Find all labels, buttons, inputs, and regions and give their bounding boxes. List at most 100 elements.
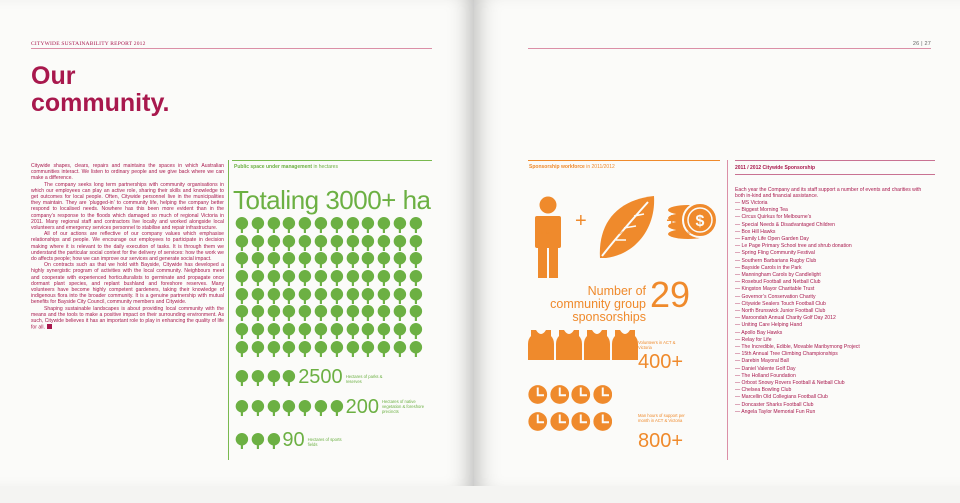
list-item: Relay for Life xyxy=(735,337,860,344)
list-item: Kingston Mayor Charitable Trust xyxy=(735,286,860,293)
heading-text: Public space under management xyxy=(234,164,313,170)
tree-icon xyxy=(393,340,407,357)
tree-icons xyxy=(234,370,297,386)
public-space-panel: Public space under management in hectare… xyxy=(232,160,432,460)
end-mark-icon xyxy=(46,324,52,330)
sponsorship-workforce-heading: Sponsorship workforce in 2011/2012 xyxy=(529,164,615,170)
man-hours-value: 800+ xyxy=(638,430,684,452)
heading-unit: in hectares xyxy=(313,164,338,170)
tree-icon xyxy=(267,433,280,449)
tree-icon xyxy=(362,270,375,287)
tree-icon xyxy=(251,370,264,386)
list-item: Circus Quirkus for Melbourne’s xyxy=(735,214,860,221)
tree-icon xyxy=(235,217,249,233)
tree-row xyxy=(234,217,434,235)
report-header: CITYWIDE SUSTAINABILITY REPORT 2012 xyxy=(31,41,146,47)
tree-icon xyxy=(362,305,375,322)
panel-rule xyxy=(232,160,432,161)
list-item: The Holland Foundation xyxy=(735,373,860,380)
tree-icon xyxy=(283,400,296,416)
community-groups-label: Number of community group sponsorships xyxy=(550,284,646,324)
tree-icon xyxy=(409,323,422,340)
list-item: Le Page Primary School tree and shrub do… xyxy=(735,243,860,250)
clock-row xyxy=(528,382,612,407)
tree-icon xyxy=(346,323,359,340)
tree-icon xyxy=(330,217,343,233)
panel-rule xyxy=(735,160,935,161)
crimson-divider xyxy=(727,160,728,460)
tree-icon xyxy=(393,217,407,233)
tree-icon xyxy=(314,217,328,233)
tree-icon xyxy=(393,323,407,340)
tree-icon xyxy=(235,270,249,287)
tree-icon xyxy=(267,323,280,340)
singlet-icon xyxy=(528,330,554,360)
tree-row xyxy=(234,305,434,323)
tree-icon xyxy=(409,305,422,322)
tree-icon xyxy=(251,217,264,233)
tree-icon xyxy=(377,234,391,251)
tree-icon xyxy=(235,234,249,251)
tree-icon xyxy=(346,252,359,269)
tree-icon xyxy=(298,323,312,340)
clock-icon xyxy=(571,412,591,431)
clock-pictograms xyxy=(528,382,612,436)
tree-icon xyxy=(346,217,359,233)
tree-icon xyxy=(283,305,296,322)
tree-icon xyxy=(330,234,343,251)
tree-icon xyxy=(251,305,264,322)
tree-icon xyxy=(298,305,312,322)
tree-icon xyxy=(298,287,312,304)
tree-icon xyxy=(298,217,312,233)
tree-icon xyxy=(314,340,328,357)
list-item: Bayside Carols in the Park xyxy=(735,265,860,272)
tree-icon xyxy=(283,270,296,287)
list-item: MS Victoria xyxy=(735,200,860,207)
list-item: Special Needs & Disadvantaged Children xyxy=(735,222,860,229)
clock-icon xyxy=(549,385,569,404)
list-item: 15th Annual Tree Climbing Championships xyxy=(735,351,860,358)
tree-icon xyxy=(409,217,422,233)
tree-icon xyxy=(298,340,312,357)
tree-icons xyxy=(234,433,281,449)
tree-icon xyxy=(235,252,249,269)
green-divider xyxy=(228,160,229,460)
tree-icon xyxy=(346,340,359,357)
clock-icon xyxy=(528,412,548,431)
list-item: Angela Taylor Memorial Fun Run xyxy=(735,409,860,416)
tree-icon xyxy=(298,252,312,269)
volunteer-shirts xyxy=(528,330,638,360)
singlet-icon xyxy=(584,330,610,360)
tree-icon xyxy=(330,305,343,322)
list-item: Marcellin Old Collegians Football Club xyxy=(735,394,860,401)
tree-icon xyxy=(362,252,375,269)
list-item: Southern Barbarians Rugby Club xyxy=(735,258,860,265)
tree-icon xyxy=(267,270,280,287)
tree-icon xyxy=(298,400,312,416)
volunteers-label: Volunteers in ACT & Victoria xyxy=(638,340,676,350)
paragraph: Citywide shapes, clears, repairs and mai… xyxy=(31,163,224,182)
list-item: Family Life Open Garden Day xyxy=(735,236,860,243)
stat-value: 90 xyxy=(282,429,305,451)
paragraph: All of our actions are reflective of our… xyxy=(31,231,224,263)
tree-icon xyxy=(267,305,280,322)
stat-label: Hectares of native vegetation & foreshor… xyxy=(381,399,425,414)
list-item: North Brunswick Junior Football Club xyxy=(735,308,860,315)
tree-icon xyxy=(346,287,359,304)
clock-icon xyxy=(592,385,612,404)
tree-row xyxy=(234,287,434,306)
public-space-total: Totaling 3000+ ha xyxy=(233,185,431,215)
tree-icon xyxy=(251,252,264,269)
list-item: Chelsea Bowling Club xyxy=(735,387,860,394)
tree-icon xyxy=(251,234,264,251)
tree-icon xyxy=(314,234,328,251)
list-item: Orbost Snowy Rovers Football & Netball C… xyxy=(735,380,860,387)
person-icon xyxy=(535,196,561,278)
tree-icon xyxy=(251,433,264,449)
tree-icon xyxy=(393,234,407,251)
panel-rule xyxy=(735,174,935,175)
volunteers-value: 400+ xyxy=(638,351,684,373)
stat-label: Hectares of parks & reserves xyxy=(345,374,383,384)
tree-icon xyxy=(330,270,343,287)
